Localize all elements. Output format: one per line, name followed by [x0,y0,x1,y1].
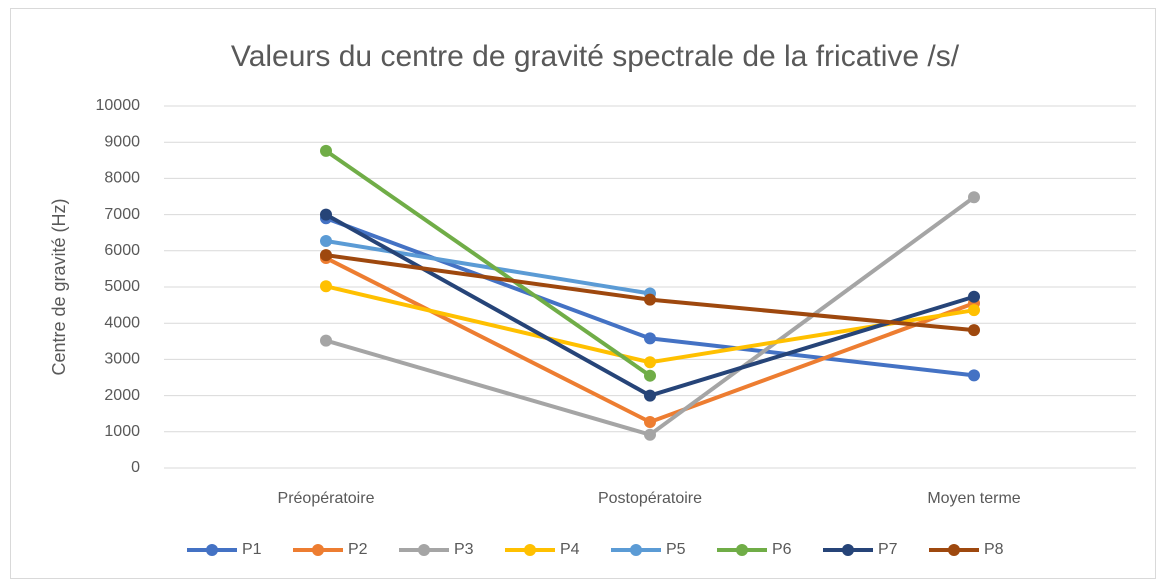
y-tick-label: 1000 [104,423,140,440]
y-axis-label: Centre de gravité (Hz) [49,198,69,375]
data-point [320,208,332,221]
data-point [968,191,980,204]
x-tick-label: Postopératoire [598,490,702,507]
data-point [320,249,332,262]
data-point [644,369,656,382]
y-tick-label: 4000 [104,314,140,331]
y-tick-label: 5000 [104,278,140,295]
data-point [644,356,656,369]
y-tick-label: 9000 [104,133,140,150]
legend-marker [524,544,536,556]
legend-marker [736,544,748,556]
legend-marker [948,544,960,556]
y-tick-label: 2000 [104,387,140,404]
series-line [324,149,652,378]
legend-marker [630,544,642,556]
legend-label: P8 [984,541,1004,558]
chart-title: Valeurs du centre de gravité spectrale d… [231,40,960,73]
y-tick-label: 0 [131,459,140,476]
data-point [320,235,332,248]
legend-label: P3 [454,541,474,558]
data-point [644,416,656,429]
legend-marker [842,544,854,556]
legend-marker [418,544,430,556]
data-point [644,332,656,345]
legend-label: P2 [348,541,368,558]
y-tick-label: 10000 [96,97,141,114]
series-line [325,239,651,296]
legend-label: P7 [878,541,898,558]
y-tick-label: 7000 [104,206,140,223]
data-point [968,324,980,337]
data-point [320,144,332,157]
data-point [968,304,980,317]
y-tick-label: 8000 [104,170,140,187]
data-point [644,293,656,306]
legend-marker [312,544,324,556]
data-point [320,280,332,293]
data-point [644,428,656,441]
x-tick-label: Préopératoire [278,490,375,507]
data-point [644,389,656,402]
legend-label: P6 [772,541,792,558]
x-tick-label: Moyen terme [927,490,1020,507]
data-point [968,369,980,382]
y-tick-label: 6000 [104,242,140,259]
legend-label: P5 [666,541,686,558]
data-point [320,334,332,347]
legend-label: P1 [242,541,262,558]
legend-marker [206,544,218,556]
legend-label: P4 [560,541,580,558]
chart-border [10,8,1156,579]
y-tick-label: 3000 [104,351,140,368]
data-point [968,290,980,303]
